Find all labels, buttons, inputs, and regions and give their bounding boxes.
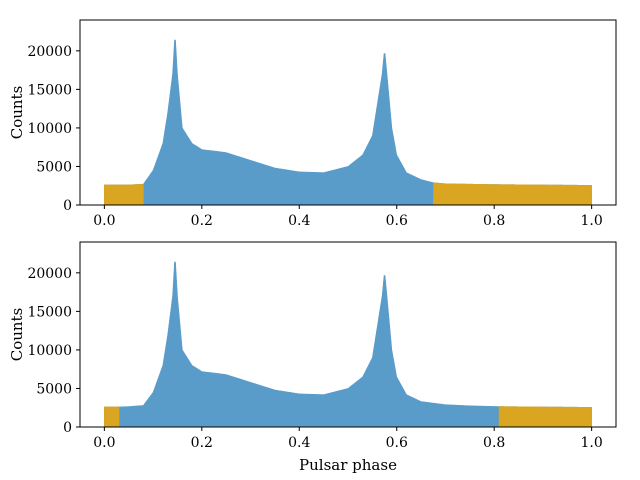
- y-tick-label: 15000: [27, 304, 72, 320]
- top-panel: 0.0 0.2 0.4 0.6 0.8 1.0 0 5000 10000 15000 20000 Co…: [8, 19, 617, 229]
- x-tick-label: 0.8: [483, 213, 505, 229]
- x-tick-label: 0.4: [288, 435, 310, 451]
- profile-area: [104, 39, 592, 206]
- x-tick-label: 1.0: [581, 213, 603, 229]
- x-tick-label: 0.4: [288, 213, 310, 229]
- x-axis-label: Pulsar phase: [299, 456, 397, 474]
- off-pulse-region-1: [498, 406, 592, 428]
- x-tick-label: 0.0: [93, 435, 115, 451]
- y-tick-label: 15000: [27, 82, 72, 98]
- y-tick-label: 0: [63, 420, 72, 436]
- y-axis-label: Counts: [8, 86, 26, 140]
- bottom-panel: 0.0 0.2 0.4 0.6 0.8 1.0 0 5000 10000 15000 20000 Co…: [8, 241, 617, 474]
- axes-frame: [79, 19, 617, 206]
- off-pulse-region-0: [104, 406, 120, 428]
- x-tick-label: 0.0: [93, 213, 115, 229]
- y-tick-label: 20000: [27, 44, 72, 60]
- y-tick-label: 0: [63, 198, 72, 214]
- y-tick-label: 5000: [36, 159, 72, 175]
- y-tick-label: 5000: [36, 381, 72, 397]
- y-axis-label: Counts: [8, 308, 26, 362]
- x-tick-label: 0.6: [386, 213, 408, 229]
- x-tick-label: 0.2: [191, 213, 213, 229]
- y-tick-label: 10000: [27, 121, 72, 137]
- x-tick-label: 1.0: [581, 435, 603, 451]
- off-pulse-region-0: [104, 183, 144, 206]
- x-tick-label: 0.8: [483, 435, 505, 451]
- x-tick-label: 0.6: [386, 435, 408, 451]
- off-pulse-region-1: [432, 182, 592, 206]
- y-tick-label: 10000: [27, 343, 72, 359]
- profile-area: [104, 261, 592, 428]
- x-tick-label: 0.2: [191, 435, 213, 451]
- y-tick-label: 20000: [27, 266, 72, 282]
- axes-frame: [79, 241, 617, 428]
